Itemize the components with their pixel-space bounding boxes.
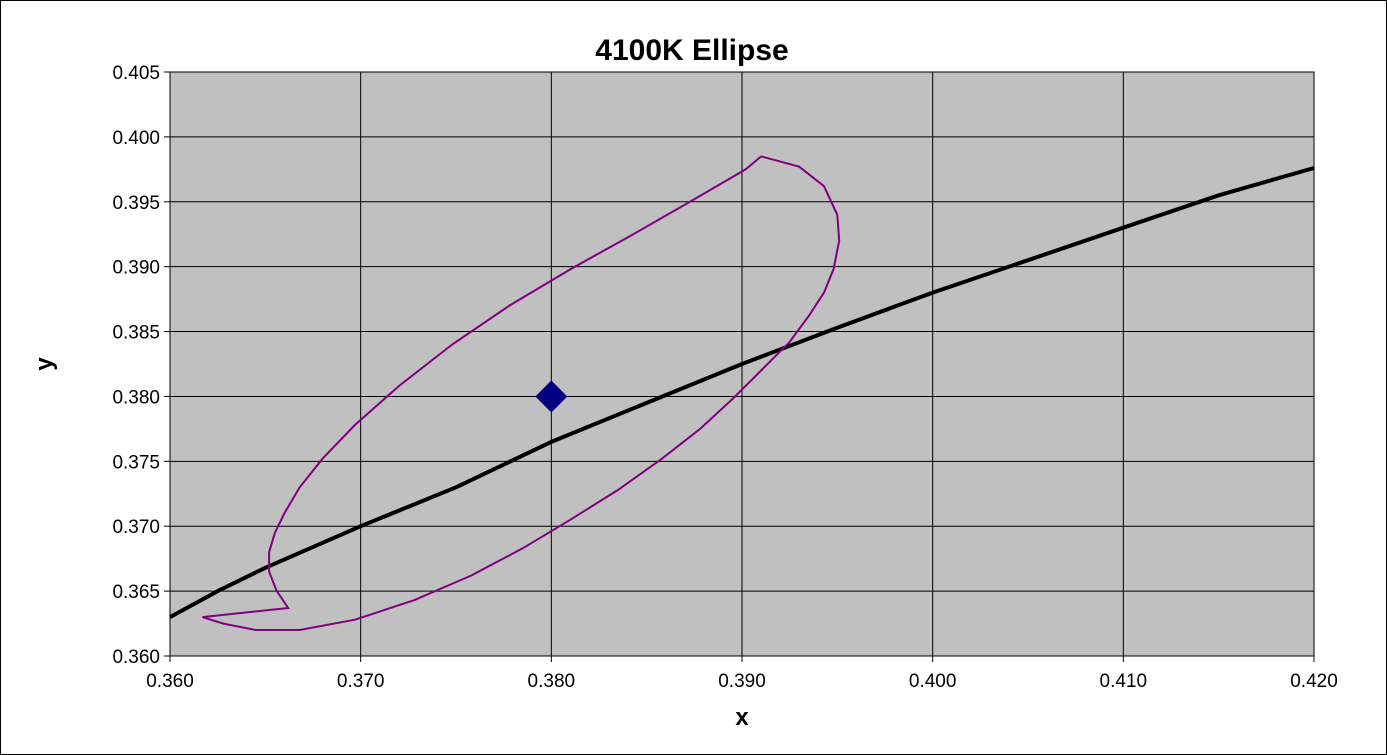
y-tick-label: 0.375 (112, 452, 160, 473)
y-tick-labels: 0.360 0.365 0.370 0.375 0.380 0.385 0.390 0.395… (112, 63, 160, 668)
x-axis-title: x (735, 704, 749, 731)
y-tick-label: 0.360 (112, 647, 160, 668)
x-tick-label: 0.370 (337, 671, 385, 692)
x-tick-label: 0.400 (909, 671, 957, 692)
y-tick-label: 0.395 (112, 193, 160, 214)
y-tick-label: 0.405 (112, 63, 160, 84)
x-tick-label: 0.390 (718, 671, 766, 692)
x-tick-label: 0.420 (1290, 671, 1338, 692)
center-point-marker (535, 380, 568, 413)
ellipse-series-line (202, 155, 841, 631)
locus-series-line (169, 166, 1315, 619)
x-tick-label: 0.410 (1100, 671, 1148, 692)
y-tick-label: 0.365 (112, 582, 160, 603)
y-tick-label: 0.385 (112, 323, 160, 344)
x-tick-label: 0.360 (146, 671, 194, 692)
x-tick-labels: 0.360 0.370 0.380 0.390 0.400 0.410 0.420 (146, 671, 1338, 692)
y-tick-label: 0.390 (112, 258, 160, 279)
y-tick-label: 0.370 (112, 517, 160, 538)
series-layer (169, 155, 1315, 631)
y-tick-label: 0.380 (112, 387, 160, 408)
y-tick-label: 0.400 (112, 128, 160, 149)
y-axis-title: y (31, 357, 58, 371)
x-tick-label: 0.380 (528, 671, 576, 692)
chart-title: 4100K Ellipse (595, 34, 788, 67)
